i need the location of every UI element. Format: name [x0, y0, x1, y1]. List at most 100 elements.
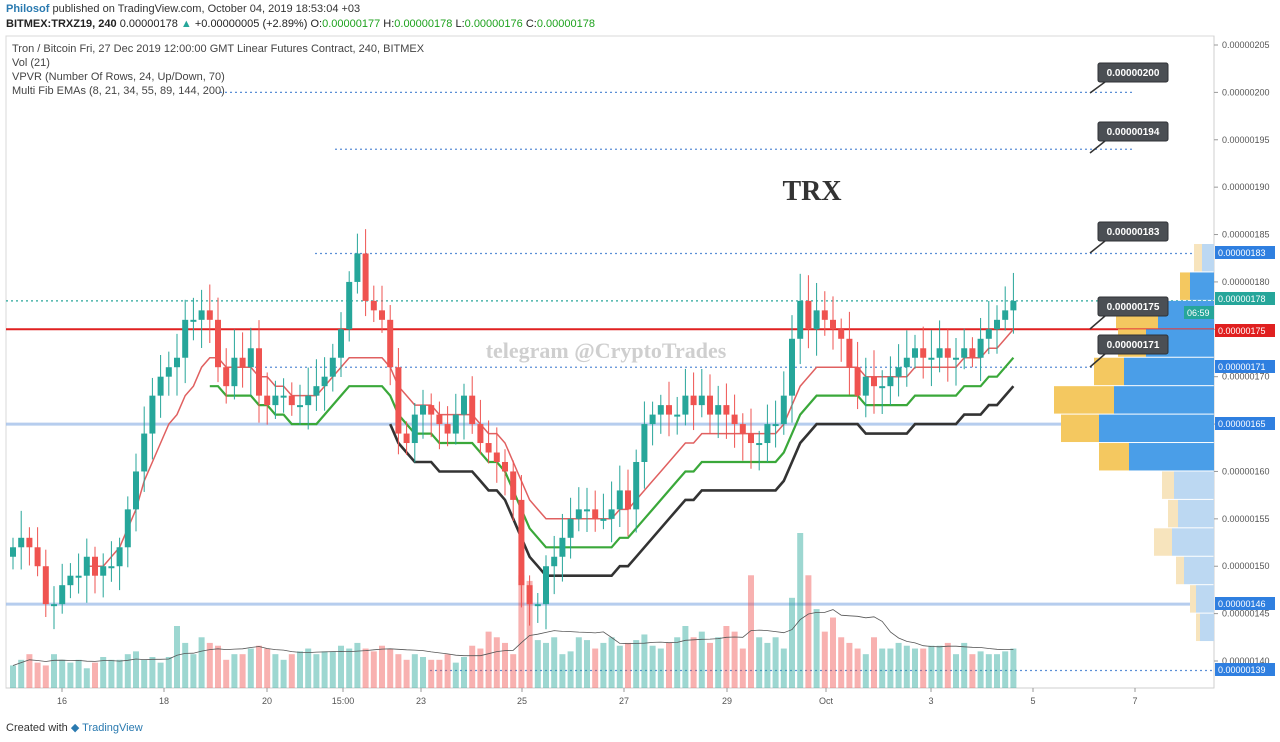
callout-box: [1097, 121, 1169, 142]
price-badge: [1215, 417, 1275, 430]
candle-body: [813, 310, 820, 330]
candle-body: [256, 348, 262, 396]
open-label: O:: [310, 18, 323, 30]
volume-bar: [297, 651, 303, 688]
volume-bar: [707, 642, 713, 688]
legend-volume[interactable]: Vol (21): [12, 57, 50, 69]
candle-body: [838, 329, 845, 339]
candle-body: [789, 338, 795, 396]
vpvr-down-row: [1094, 357, 1124, 386]
callout-label: 0.00000183: [1107, 227, 1160, 238]
volume-bar: [182, 642, 189, 688]
volume-bar: [616, 645, 623, 688]
chart-frame: [5, 35, 1215, 689]
candle-body: [641, 424, 648, 462]
volume-bar: [305, 648, 312, 688]
date-tick-label: 23: [416, 696, 426, 706]
volume-bar: [534, 640, 541, 688]
volume-bar: [206, 642, 213, 688]
close-label: C:: [525, 18, 537, 30]
candle-body: [239, 357, 246, 368]
callout-pointer: [1089, 81, 1106, 94]
volume-bar: [141, 659, 148, 688]
volume-bar: [264, 648, 271, 688]
legend-ema[interactable]: Multi Fib EMAs (8, 21, 34, 55, 89, 144, …: [12, 85, 225, 97]
published-text: published on TradingView.com, October 04…: [52, 3, 361, 15]
candle-body: [83, 556, 90, 576]
volume-bar: [92, 662, 98, 688]
candle-body: [436, 414, 443, 425]
date-tick-label: 7: [1132, 696, 1137, 706]
volume-bar: [518, 575, 525, 688]
price-axis[interactable]: 0.00000205 0.00000200 0.00000195 0.00000190…: [1214, 40, 1270, 666]
trx-title: TRX: [782, 176, 841, 207]
candle-body: [411, 414, 418, 444]
candle-body: [124, 509, 131, 548]
candle-body: [830, 319, 836, 330]
callout-box: [1097, 296, 1169, 317]
callout-box: [1097, 334, 1169, 355]
up-arrow-icon: ▲: [180, 18, 192, 30]
publish-info: Philosof published on TradingView.com, O…: [6, 3, 360, 15]
volume-bar: [715, 637, 722, 688]
callout-label: 0.00000194: [1107, 127, 1160, 138]
vpvr-down-row: [1061, 414, 1099, 443]
volume-bar: [362, 648, 369, 688]
volume-bar: [149, 657, 156, 688]
callout-label: 0.00000175: [1107, 302, 1160, 313]
candle-body: [420, 405, 426, 415]
price-badge: [1215, 246, 1275, 259]
vpvr-up-row: [1114, 386, 1214, 414]
candle-body: [903, 357, 910, 368]
low-value: 0.00000176: [464, 18, 523, 30]
tradingview-brand[interactable]: TradingView: [82, 722, 143, 734]
candle-body: [223, 367, 230, 387]
date-tick-label: 27: [619, 696, 629, 706]
price-tick-label: 0.00000155: [1222, 514, 1270, 524]
legend-vpvr[interactable]: VPVR (Number Of Rows, 24, Up/Down, 70): [12, 71, 225, 83]
volume-bar: [272, 654, 279, 688]
candle-body: [502, 461, 508, 472]
candle-body: [543, 566, 549, 605]
volume-bar: [928, 645, 935, 688]
tradingview-logo-icon[interactable]: ◆: [70, 722, 80, 734]
candle-body: [305, 395, 312, 406]
volume-bar: [108, 659, 115, 688]
volume-bar: [354, 642, 361, 688]
author-name[interactable]: Philosof: [6, 3, 50, 15]
candle-body: [633, 461, 640, 510]
time-axis[interactable]: 16 18 20 15:00 23 25 27 29 Oct 3 5 7: [57, 688, 1138, 706]
volume-bar: [657, 648, 664, 688]
vpvr-up-row: [1196, 585, 1214, 613]
price-badges: 0.00000183 0.00000178 06:59 0.00000175 0.000…: [1184, 246, 1275, 676]
volume-bar: [1002, 651, 1009, 688]
volume-bar: [846, 642, 853, 688]
candle-body: [100, 566, 107, 576]
candle-body: [461, 395, 467, 415]
volume-bar: [26, 654, 33, 688]
candle-body: [387, 319, 394, 368]
price-badge: [1184, 306, 1214, 319]
volume-bar: [10, 665, 16, 688]
volume-bar: [936, 645, 943, 688]
volume-bar: [871, 637, 877, 688]
candle-body: [977, 338, 984, 358]
price-tick-label: 0.00000195: [1222, 135, 1270, 145]
vpvr-down-row: [1180, 272, 1190, 300]
candle-body: [354, 253, 361, 282]
candle-body: [698, 395, 705, 406]
candle-body: [551, 556, 558, 567]
volume-bar: [116, 659, 123, 688]
candle-body: [821, 310, 828, 320]
volume-bar: [321, 651, 328, 688]
candle-body: [1002, 310, 1009, 320]
volume-bar: [748, 575, 754, 688]
vpvr-down-row: [1196, 613, 1200, 642]
low-label: L:: [455, 18, 465, 30]
volume-bar: [994, 654, 1000, 688]
date-tick-label: 25: [517, 696, 527, 706]
candle-body: [157, 376, 164, 396]
candle-body: [174, 357, 180, 368]
volume-bar: [682, 626, 689, 688]
